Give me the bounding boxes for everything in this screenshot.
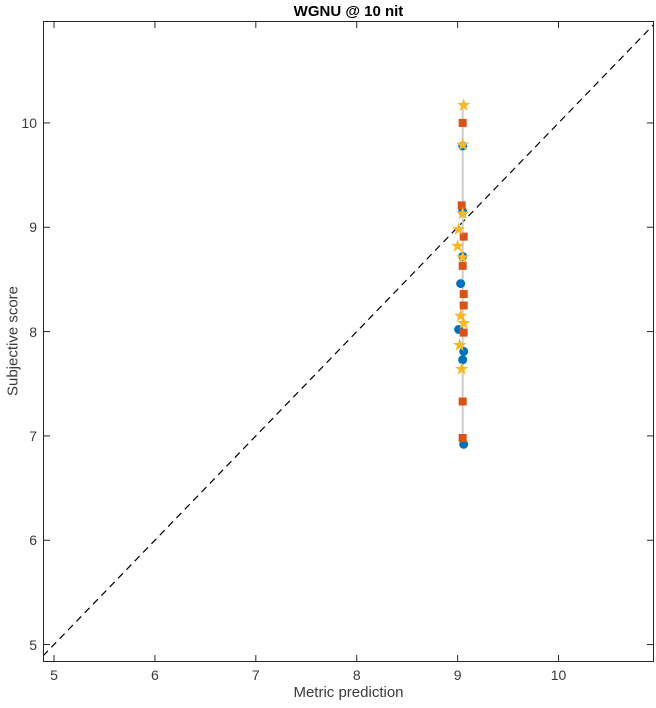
square-marker [459,301,468,310]
star-marker [454,308,468,322]
square-marker [459,328,468,337]
star-marker [451,222,466,236]
circle-marker [459,439,469,449]
star-marker [450,239,465,252]
square-marker [459,232,468,241]
y-tick-label: 6 [29,532,37,549]
star-marker [456,137,470,151]
star-marker [456,250,470,264]
x-tick-label: 7 [251,667,260,683]
identity-dashed-line [43,23,654,657]
x-tick-label: 10 [550,667,567,683]
y-tick-label: 9 [29,219,37,236]
circle-marker [456,279,466,289]
x-axis-label: Metric prediction [293,684,404,701]
square-marker [457,201,466,210]
square-marker [458,261,467,270]
x-tick-label: 8 [352,667,361,683]
square-marker [458,397,467,406]
y-tick-label: 10 [21,114,37,131]
y-tick-label: 8 [29,323,37,340]
star-marker [457,98,471,111]
x-tick-label: 6 [151,667,159,683]
star-marker [452,338,467,351]
star-marker [456,206,470,220]
y-tick-label: 7 [29,427,37,444]
square-marker [458,434,467,443]
plot-area [43,21,654,662]
chart-title: WGNU @ 10 nit [293,3,404,20]
x-tick-label: 9 [453,667,462,683]
star-marker [457,316,471,329]
axes-box [43,21,654,662]
star-marker [455,362,469,375]
square-marker [459,290,468,299]
circle-marker [458,355,468,365]
x-tick-label: 5 [50,667,58,683]
y-axis-label: Subjective score [4,285,22,397]
y-tick-label: 5 [29,636,37,653]
square-marker [458,118,467,127]
